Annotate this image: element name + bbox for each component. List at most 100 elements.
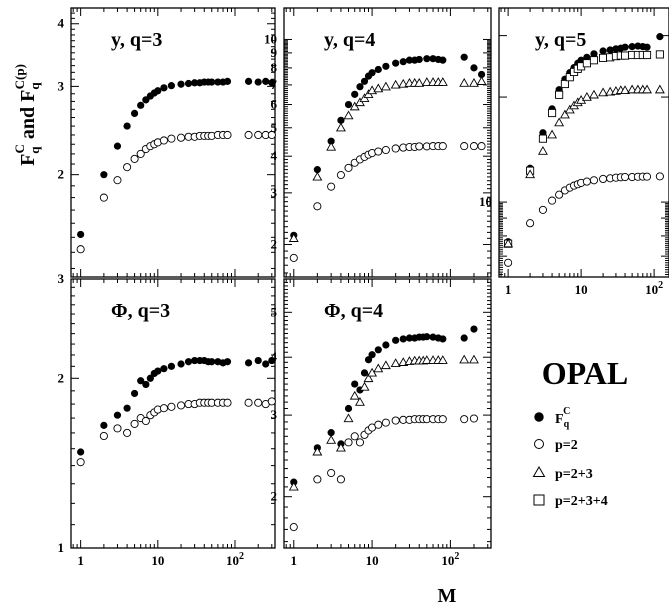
data-point-filled-circle: [130, 109, 139, 117]
y-tick-label: 1: [58, 540, 65, 555]
data-point-open-circle: [254, 398, 263, 407]
y-tick-label: 5: [271, 120, 278, 135]
ylabel-f2: F: [17, 90, 39, 102]
data-point-open-triangle: [581, 91, 592, 101]
data-point-open-circle: [327, 468, 336, 478]
data-point-open-circle: [159, 404, 168, 413]
panel-y-q5: 1 10 102 10 y, q=5: [479, 7, 669, 297]
data-point-open-circle: [223, 130, 232, 140]
y-tick-label: 2: [271, 237, 278, 252]
data-point-open-circle: [123, 163, 132, 172]
data-point-open-circle: [176, 401, 186, 410]
data-point-open-circle: [289, 523, 298, 532]
data-point-open-circle: [438, 415, 447, 424]
data-point-open-triangle: [349, 101, 360, 111]
data-point-filled-circle: [599, 47, 607, 55]
data-point-open-circle: [167, 134, 176, 143]
data-point-filled-circle: [184, 358, 193, 366]
data-point-open-circle: [327, 182, 336, 191]
data-point-open-triangle: [390, 79, 401, 89]
data-point-open-triangle: [598, 87, 609, 97]
legend-label-fqc: FqC: [555, 406, 570, 430]
plot-frame: [70, 278, 276, 549]
data-point-open-triangle: [335, 122, 346, 132]
data-point-filled-circle: [167, 362, 176, 370]
data-point-filled-circle: [351, 90, 359, 98]
data-point-filled-circle: [439, 335, 447, 343]
data-point-open-triangle: [326, 141, 337, 151]
data-point-open-triangle: [554, 117, 565, 127]
data-point-open-triangle: [343, 413, 354, 423]
ylabel-sup-c: C: [12, 144, 27, 153]
data-point-open-circle: [548, 196, 557, 205]
data-point-open-square: [621, 51, 630, 60]
data-point-filled-circle: [643, 43, 651, 51]
panel-title: y, q=4: [324, 29, 375, 51]
panel-title: Φ, q=4: [324, 300, 383, 322]
legend-label-p234: p=2+3+4: [555, 494, 608, 509]
data-point-filled-circle: [423, 333, 431, 341]
data-point-filled-circle: [439, 56, 447, 64]
data-point-open-triangle: [312, 446, 323, 456]
data-point-open-circle: [438, 142, 447, 151]
data-point-open-circle: [344, 438, 353, 447]
data-point-filled-circle: [368, 69, 376, 77]
data-point-open-circle: [176, 133, 186, 142]
data-point-open-triangle: [588, 89, 599, 99]
y-tick-label: 10: [479, 194, 492, 209]
data-point-open-triangle: [380, 81, 391, 91]
data-point-open-circle: [99, 431, 108, 441]
data-point-open-circle: [130, 154, 139, 163]
data-point-open-circle: [267, 130, 276, 140]
data-point-open-triangle: [437, 77, 448, 86]
y-tick-label: 3: [271, 185, 278, 200]
data-point-open-circle: [76, 458, 85, 467]
data-point-filled-circle: [460, 334, 468, 342]
data-point-filled-circle: [208, 358, 216, 366]
plot-frame: [498, 7, 669, 278]
data-point-open-triangle: [421, 77, 432, 86]
y-tick-label: 2: [58, 167, 65, 182]
data-point-open-circle: [582, 177, 591, 186]
data-point-filled-circle: [123, 404, 131, 412]
data-point-filled-circle: [327, 429, 335, 437]
data-point-open-triangle: [312, 171, 323, 181]
data-point-open-circle: [374, 147, 383, 156]
data-point-open-circle: [289, 253, 298, 262]
data-point-filled-circle: [399, 58, 407, 66]
x-tick-label: 10: [151, 553, 164, 568]
data-point-filled-circle: [123, 122, 131, 130]
data-point-filled-circle: [244, 359, 253, 367]
y-tick-label: 10: [264, 31, 277, 46]
legend-marker-open-triangle: [532, 466, 546, 477]
data-point-open-circle: [538, 205, 547, 214]
data-point-open-circle: [350, 432, 359, 441]
data-point-filled-circle: [160, 365, 168, 373]
plot-frame: [70, 7, 276, 278]
data-point-open-square: [538, 134, 547, 143]
data-point-open-circle: [99, 193, 108, 202]
data-point-open-triangle: [459, 77, 470, 87]
data-point-filled-circle: [374, 65, 382, 74]
data-point-filled-circle: [392, 336, 400, 344]
data-point-open-circle: [244, 130, 253, 140]
legend: FqC p=2 p=2+3 p=2+3+4: [532, 406, 608, 509]
data-point-filled-circle: [382, 341, 390, 349]
data-point-open-square: [555, 90, 564, 99]
plot-frame: [283, 278, 492, 549]
data-point-filled-circle: [268, 356, 276, 365]
data-point-filled-circle: [154, 87, 162, 95]
data-point-filled-circle: [470, 64, 478, 72]
data-point-open-triangle: [437, 355, 448, 364]
data-point-open-circle: [141, 416, 150, 426]
data-point-filled-circle: [130, 389, 139, 398]
data-point-open-triangle: [414, 77, 425, 87]
data-point-open-circle: [621, 172, 630, 182]
panel-title: Φ, q=3: [111, 300, 170, 322]
data-point-open-circle: [159, 136, 168, 145]
data-point-filled-circle: [364, 356, 373, 364]
experiment-label: OPAL: [542, 355, 629, 391]
ylabel-sup-cp: C(p): [12, 64, 27, 89]
data-point-open-circle: [415, 142, 424, 151]
y-tick-label: 4: [271, 148, 278, 163]
